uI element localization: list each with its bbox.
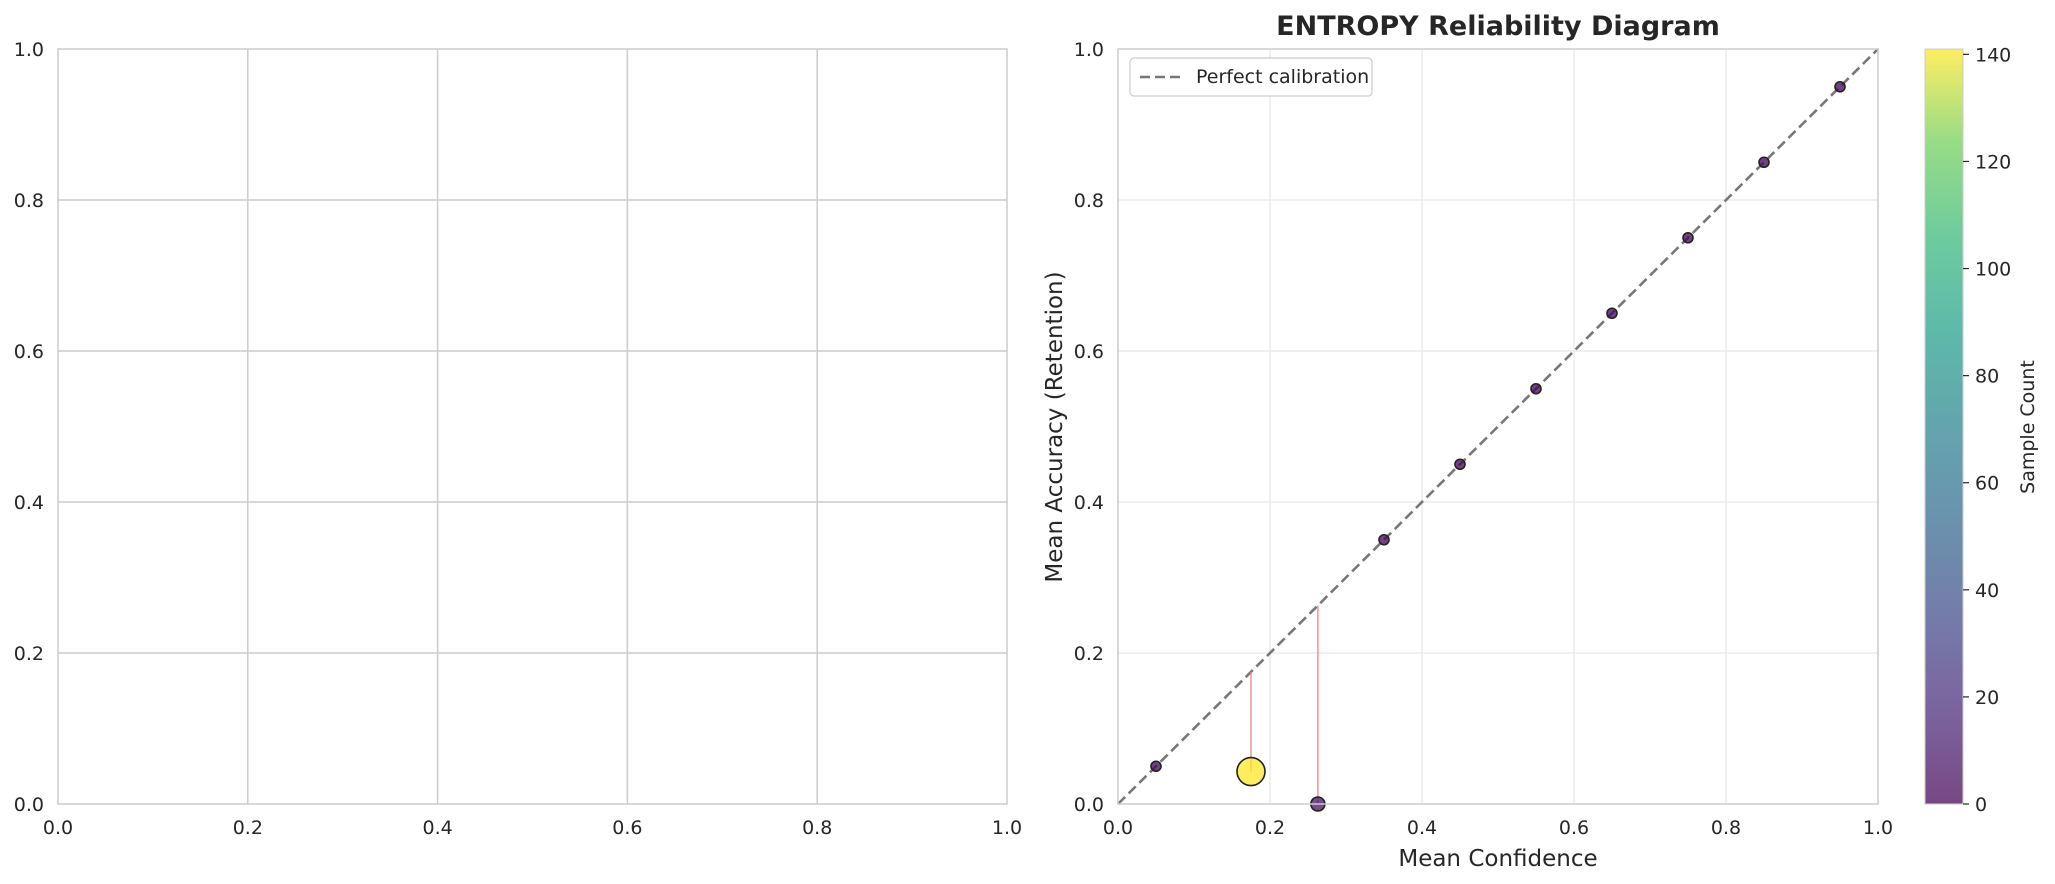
left-y-tick-label: 0.4 — [14, 492, 44, 514]
left-x-tick-labels: 0.0 0.2 0.4 0.6 0.8 1.0 — [43, 817, 1022, 839]
right-x-tick-label: 0.0 — [1103, 817, 1133, 839]
colorbar-tick-label: 0 — [1975, 794, 1987, 816]
calibration-point — [1607, 308, 1617, 318]
colorbar-tick-label: 60 — [1975, 473, 1999, 495]
colorbar-tick-label: 40 — [1975, 580, 1999, 602]
right-x-tick-label: 0.6 — [1559, 817, 1589, 839]
calibration-point — [1379, 535, 1389, 545]
left-y-tick-label: 0.6 — [14, 341, 44, 363]
calibration-point — [1683, 233, 1693, 243]
left-empty-plot: 0.0 0.2 0.4 0.6 0.8 1.0 0.0 0.2 0.4 0.6 0.8 1.0 — [14, 39, 1022, 839]
colorbar-gradient — [1925, 49, 1963, 804]
left-y-tick-label: 1.0 — [14, 39, 44, 61]
left-x-tick-label: 0.6 — [612, 817, 642, 839]
left-x-tick-label: 0.2 — [233, 817, 263, 839]
x-axis-label: Mean Confidence — [1398, 846, 1597, 872]
right-x-tick-labels: 0.0 0.2 0.4 0.6 0.8 1.0 — [1103, 817, 1893, 839]
left-x-tick-label: 1.0 — [992, 817, 1022, 839]
calibration-point — [1237, 758, 1265, 786]
legend-label-perfect-calibration: Perfect calibration — [1196, 66, 1369, 88]
right-x-tick-label: 0.8 — [1711, 817, 1741, 839]
left-plot-area — [58, 49, 1007, 804]
left-y-tick-label: 0.0 — [14, 794, 44, 816]
colorbar-tick-label: 80 — [1975, 366, 1999, 388]
colorbar-tick-label: 20 — [1975, 687, 1999, 709]
left-y-tick-labels: 0.0 0.2 0.4 0.6 0.8 1.0 — [14, 39, 44, 816]
colorbar-tick-label: 100 — [1975, 259, 2011, 281]
right-y-tick-label: 0.2 — [1074, 643, 1104, 665]
left-y-tick-label: 0.2 — [14, 643, 44, 665]
right-y-tick-label: 1.0 — [1074, 39, 1104, 61]
colorbar-label: Sample Count — [2017, 360, 2039, 494]
reliability-diagram: 0.0 0.2 0.4 0.6 0.8 1.0 0.0 0.2 0.4 0.6 0.8 1.0 EN… — [1042, 11, 1893, 872]
y-axis-label: Mean Accuracy (Retention) — [1042, 271, 1068, 582]
calibration-point — [1455, 459, 1465, 469]
colorbar-tick-label: 140 — [1975, 44, 2011, 66]
right-x-tick-label: 1.0 — [1863, 817, 1893, 839]
legend: Perfect calibration — [1130, 58, 1372, 96]
calibration-point — [1835, 82, 1845, 92]
right-y-tick-label: 0.6 — [1074, 341, 1104, 363]
colorbar-tick-label: 120 — [1975, 151, 2011, 173]
right-y-tick-label: 0.4 — [1074, 492, 1104, 514]
right-x-tick-label: 0.2 — [1255, 817, 1285, 839]
calibration-point — [1531, 384, 1541, 394]
chart-title: ENTROPY Reliability Diagram — [1276, 11, 1720, 42]
right-y-tick-label: 0.8 — [1074, 190, 1104, 212]
calibration-point — [1759, 157, 1769, 167]
right-y-tick-label: 0.0 — [1074, 794, 1104, 816]
left-x-tick-label: 0.4 — [422, 817, 452, 839]
left-y-tick-label: 0.8 — [14, 190, 44, 212]
left-x-tick-label: 0.0 — [43, 817, 73, 839]
left-x-tick-label: 0.8 — [802, 817, 832, 839]
calibration-point — [1151, 761, 1161, 771]
colorbar-tick-labels: 0 20 40 60 80 100 120 140 — [1963, 44, 2011, 816]
right-y-tick-labels: 0.0 0.2 0.4 0.6 0.8 1.0 — [1074, 39, 1104, 816]
colorbar: 0 20 40 60 80 100 120 140 Sample Count — [1925, 44, 2039, 816]
right-x-tick-label: 0.4 — [1407, 817, 1437, 839]
